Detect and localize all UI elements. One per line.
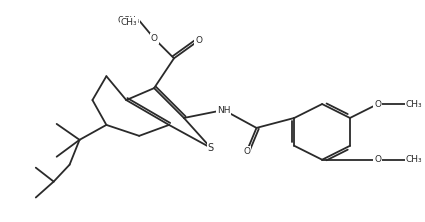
Text: NH: NH [217,105,230,115]
Text: O: O [150,34,158,43]
Text: S: S [208,143,214,153]
Text: O: O [243,147,250,156]
Text: O: O [374,99,381,109]
Text: O: O [374,155,381,164]
Text: OCH₃: OCH₃ [117,16,139,25]
Text: CH₃: CH₃ [121,18,138,27]
Text: CH₃: CH₃ [405,99,422,109]
Text: O: O [196,36,202,45]
Text: CH₃: CH₃ [405,155,422,164]
